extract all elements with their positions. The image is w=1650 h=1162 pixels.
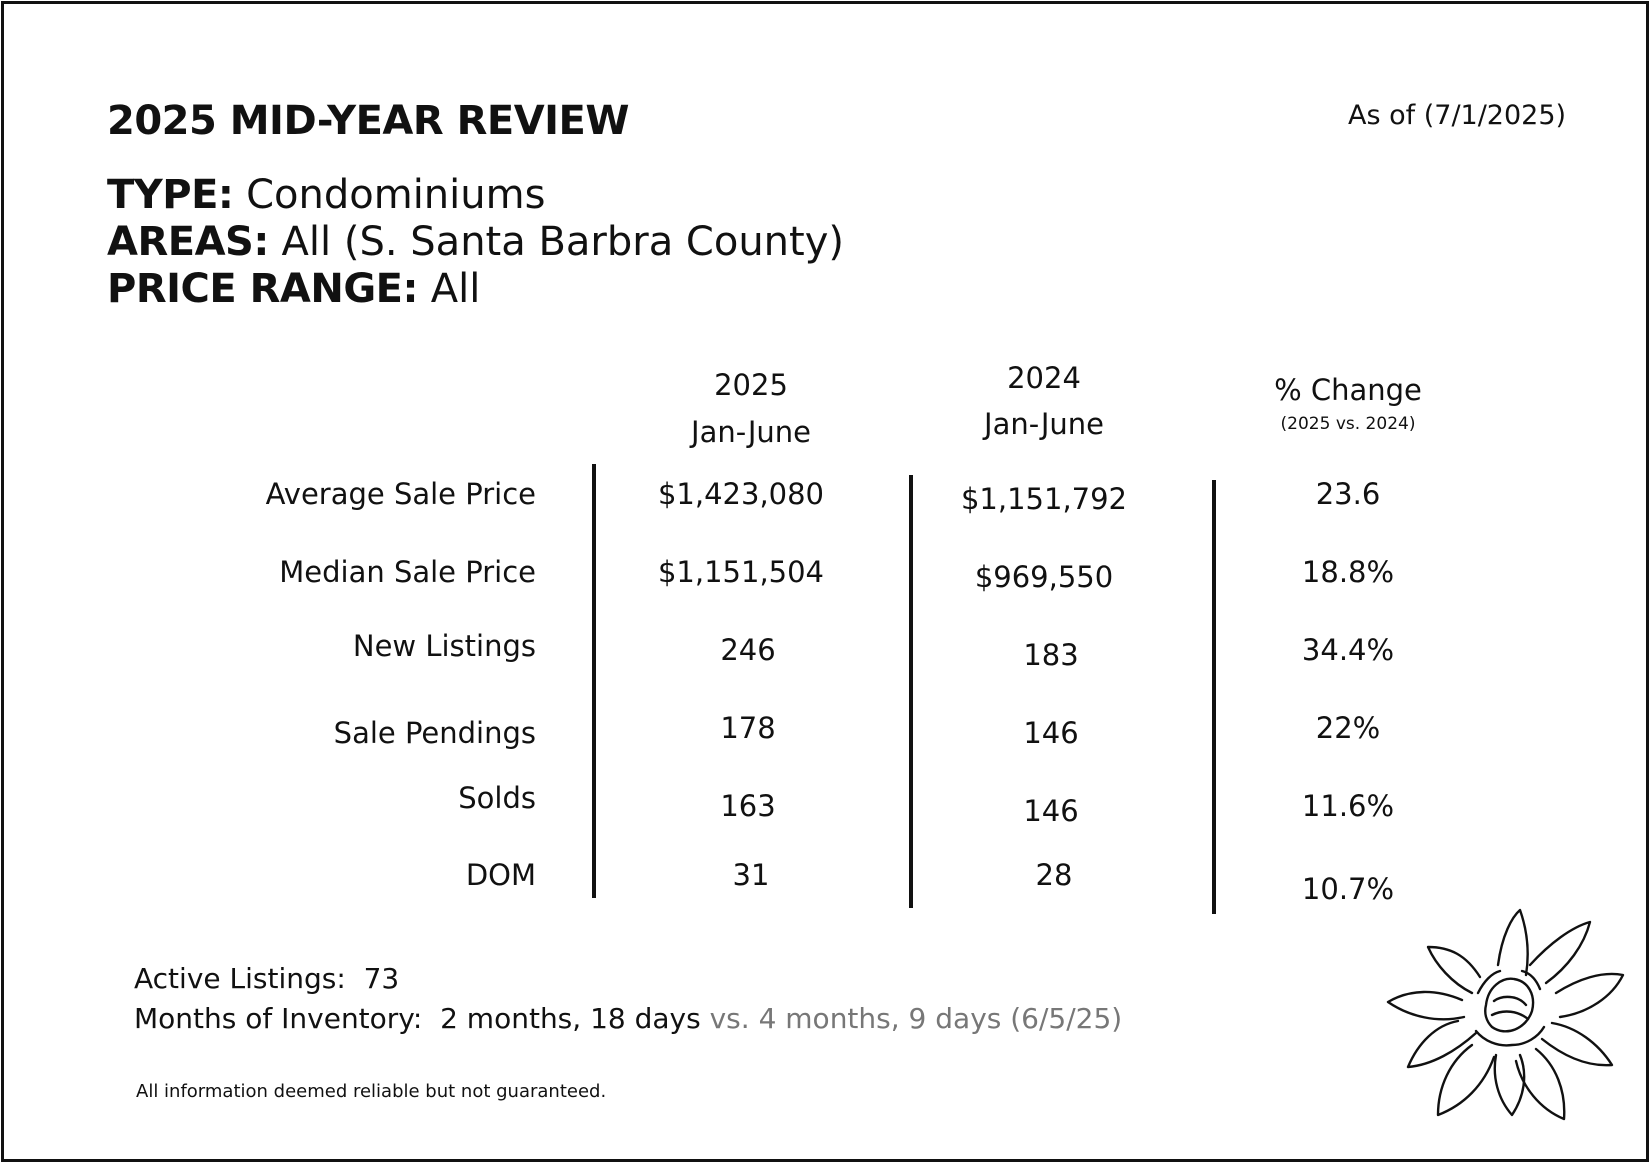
row-label-dom: DOM	[465, 858, 536, 892]
column-divider-3	[1212, 480, 1216, 914]
type-value: Condominiums	[233, 172, 546, 218]
price-range-key: PRICE RANGE:	[107, 266, 419, 312]
col-change-title: % Change	[1274, 373, 1422, 407]
cell-change-solds: 11.6%	[1301, 789, 1395, 823]
active-listings-label: Active Listings:	[134, 962, 346, 995]
col-2024-year: 2024	[1007, 361, 1081, 395]
cell-change-average-sale-price: 23.6	[1315, 477, 1381, 511]
column-divider-1	[592, 464, 596, 898]
page-title: 2025 MID-YEAR REVIEW	[107, 98, 630, 144]
type-line: TYPE: Condominiums	[107, 172, 545, 218]
col-2025-period: Jan-June	[691, 415, 811, 449]
months-of-inventory-line: Months of Inventory: 2 months, 18 days v…	[134, 1002, 1122, 1035]
moi-label: Months of Inventory:	[134, 1002, 423, 1035]
cell-change-sale-pendings: 22%	[1315, 711, 1381, 745]
col-2024-period: Jan-June	[984, 407, 1104, 441]
moi-value: 2 months, 18 days	[440, 1002, 701, 1035]
row-label-solds: Solds	[458, 781, 536, 815]
cell-2025-average-sale-price: $1,423,080	[657, 477, 825, 511]
areas-value: All (S. Santa Barbra County)	[268, 219, 844, 265]
price-range-line: PRICE RANGE: All	[107, 266, 480, 312]
cell-2024-sale-pendings: 146	[1023, 716, 1079, 750]
active-listings-line: Active Listings: 73	[134, 962, 399, 995]
cell-2024-average-sale-price: $1,151,792	[960, 482, 1128, 516]
cell-change-dom: 10.7%	[1301, 872, 1395, 906]
price-range-value: All	[418, 266, 481, 312]
cell-2024-solds: 146	[1023, 794, 1079, 828]
column-divider-2	[909, 475, 913, 908]
areas-line: AREAS: All (S. Santa Barbra County)	[107, 219, 844, 265]
as-of-date: As of (7/1/2025)	[1348, 100, 1567, 131]
col-change-subtitle: (2025 vs. 2024)	[1280, 414, 1416, 434]
row-label-average-sale-price: Average Sale Price	[265, 477, 536, 511]
cell-2024-new-listings: 183	[1023, 638, 1079, 672]
cell-2025-median-sale-price: $1,151,504	[657, 555, 825, 589]
cell-2025-sale-pendings: 178	[720, 711, 776, 745]
moi-comparison: vs. 4 months, 9 days (6/5/25)	[709, 1002, 1123, 1035]
cell-2025-new-listings: 246	[720, 633, 776, 667]
cell-2025-dom: 31	[732, 858, 770, 892]
cell-2024-median-sale-price: $969,550	[974, 560, 1114, 594]
cell-2024-dom: 28	[1035, 858, 1073, 892]
magnolia-flower-icon	[1386, 908, 1625, 1121]
cell-change-new-listings: 34.4%	[1301, 633, 1395, 667]
cell-change-median-sale-price: 18.8%	[1301, 555, 1395, 589]
cell-2025-solds: 163	[720, 789, 776, 823]
col-2025-year: 2025	[714, 368, 788, 402]
row-label-median-sale-price: Median Sale Price	[279, 555, 536, 589]
row-label-new-listings: New Listings	[352, 629, 536, 663]
areas-key: AREAS:	[107, 219, 269, 265]
type-key: TYPE:	[107, 172, 234, 218]
disclaimer: All information deemed reliable but not …	[136, 1081, 607, 1102]
active-listings-value: 73	[363, 962, 400, 995]
row-label-sale-pendings: Sale Pendings	[333, 716, 536, 750]
